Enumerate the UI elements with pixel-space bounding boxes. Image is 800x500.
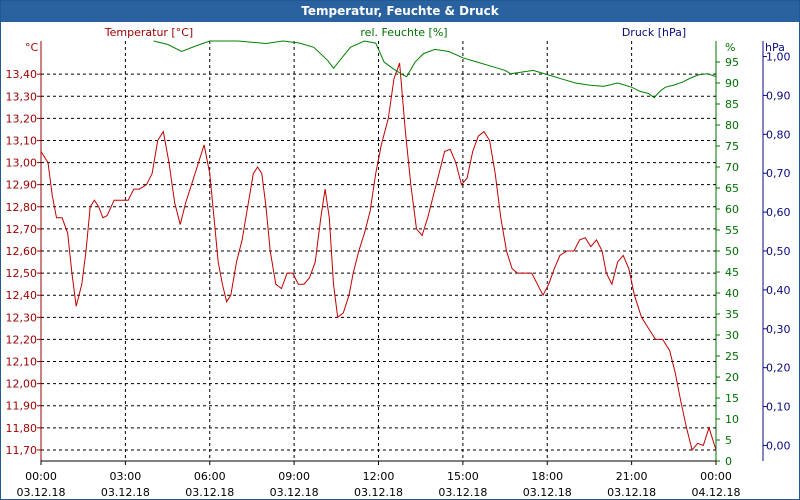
temperature-tick-label: 12,40 <box>6 289 38 302</box>
x-tick-time: 06:00 <box>194 470 226 483</box>
humidity-tick-label: 80 <box>725 119 739 132</box>
x-tick-date: 03.12.18 <box>101 486 150 499</box>
temperature-unit-label: °C <box>25 41 39 54</box>
humidity-tick-label: 95 <box>725 56 739 69</box>
humidity-unit-label: % <box>725 41 735 54</box>
x-tick-time: 00:00 <box>700 470 732 483</box>
humidity-axis-title: rel. Feuchte [%] <box>360 26 447 39</box>
temperature-tick-label: 13,10 <box>6 134 38 147</box>
chart-title: Temperatur, Feuchte & Druck <box>1 1 799 22</box>
x-tick-time: 12:00 <box>363 470 395 483</box>
temperature-tick-label: 11,70 <box>6 444 38 457</box>
temperature-tick-label: 13,30 <box>6 90 38 103</box>
temperature-tick-label: 12,50 <box>6 267 38 280</box>
humidity-tick-label: 90 <box>725 77 739 90</box>
x-tick-date: 03.12.18 <box>607 486 656 499</box>
x-tick-time: 03:00 <box>110 470 142 483</box>
humidity-tick-label: 50 <box>725 245 739 258</box>
temperature-tick-label: 11,80 <box>6 422 38 435</box>
pressure-tick-label: 0,40 <box>766 284 791 297</box>
x-tick-date: 03.12.18 <box>523 486 572 499</box>
humidity-tick-label: 65 <box>725 182 739 195</box>
x-tick-time: 00:00 <box>25 470 57 483</box>
pressure-tick-label: 0,80 <box>766 128 791 141</box>
humidity-tick-label: 40 <box>725 287 739 300</box>
temperature-tick-label: 12,90 <box>6 179 38 192</box>
x-tick-time: 21:00 <box>616 470 648 483</box>
temperature-tick-label: 12,00 <box>6 378 38 391</box>
pressure-tick-label: 0,00 <box>766 439 791 452</box>
temperature-tick-label: 13,40 <box>6 68 38 81</box>
humidity-tick-label: 60 <box>725 203 739 216</box>
humidity-tick-label: 10 <box>725 413 739 426</box>
x-tick-time: 18:00 <box>531 470 563 483</box>
temperature-tick-label: 12,70 <box>6 223 38 236</box>
x-tick-date: 03.12.18 <box>438 486 487 499</box>
humidity-tick-label: 15 <box>725 392 739 405</box>
humidity-tick-label: 5 <box>725 434 732 447</box>
pressure-axis-title: Druck [hPa] <box>622 26 686 39</box>
x-tick-time: 09:00 <box>278 470 310 483</box>
x-tick-date: 03.12.18 <box>185 486 234 499</box>
x-tick-date: 03.12.18 <box>270 486 319 499</box>
pressure-tick-label: 0,50 <box>766 245 791 258</box>
humidity-series-line <box>153 40 716 99</box>
humidity-tick-label: 20 <box>725 371 739 384</box>
pressure-tick-label: 0,70 <box>766 167 791 180</box>
humidity-tick-label: 45 <box>725 266 739 279</box>
temperature-tick-label: 12,10 <box>6 356 38 369</box>
x-tick-date: 04.12.18 <box>692 486 741 499</box>
humidity-tick-label: 35 <box>725 308 739 321</box>
humidity-tick-label: 30 <box>725 329 739 342</box>
humidity-tick-label: 70 <box>725 161 739 174</box>
x-tick-date: 03.12.18 <box>354 486 403 499</box>
temperature-tick-label: 11,90 <box>6 400 38 413</box>
humidity-tick-label: 0 <box>725 455 732 468</box>
pressure-tick-label: 0,20 <box>766 362 791 375</box>
pressure-tick-label: 0,60 <box>766 206 791 219</box>
temperature-tick-label: 12,80 <box>6 201 38 214</box>
humidity-tick-label: 25 <box>725 350 739 363</box>
pressure-tick-label: 0,30 <box>766 323 791 336</box>
pressure-unit-label: hPa <box>765 41 785 54</box>
humidity-tick-label: 55 <box>725 224 739 237</box>
x-tick-time: 15:00 <box>447 470 479 483</box>
pressure-tick-label: 0,90 <box>766 89 791 102</box>
temperature-series-line <box>41 62 716 451</box>
pressure-tick-label: 0,10 <box>766 401 791 414</box>
humidity-tick-label: 85 <box>725 98 739 111</box>
temperature-tick-label: 12,30 <box>6 311 38 324</box>
temperature-tick-label: 13,20 <box>6 112 38 125</box>
temperature-tick-label: 13,00 <box>6 157 38 170</box>
humidity-tick-label: 75 <box>725 140 739 153</box>
pressure-tick-label: 1,00 <box>766 51 791 64</box>
temperature-tick-label: 12,20 <box>6 333 38 346</box>
temperature-axis-title: Temperatur [°C] <box>104 26 193 39</box>
temperature-tick-label: 12,60 <box>6 245 38 258</box>
x-tick-date: 03.12.18 <box>17 486 66 499</box>
